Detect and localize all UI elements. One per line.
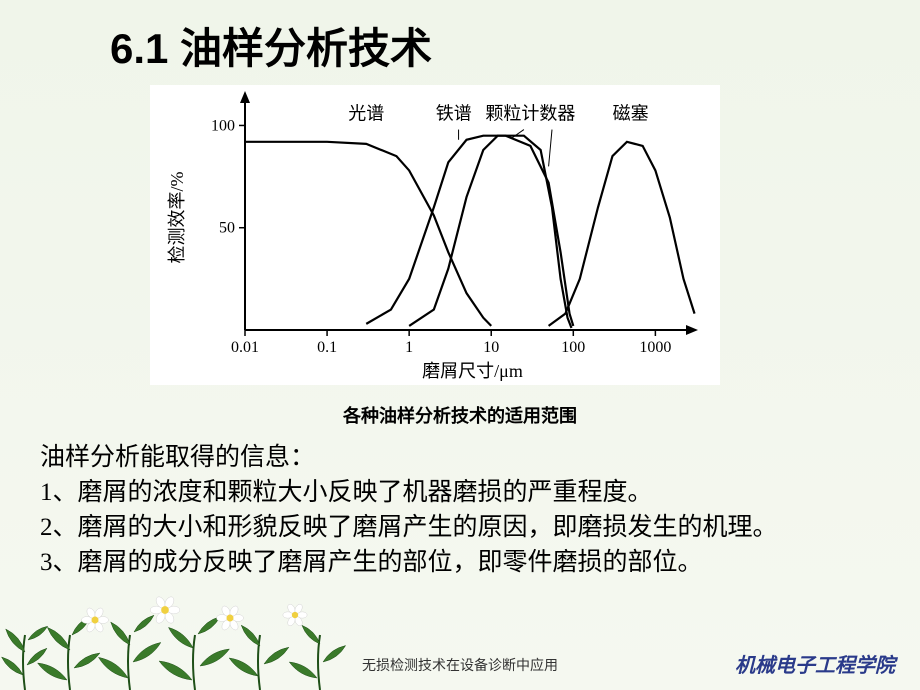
svg-text:颗粒计数器: 颗粒计数器 [485, 103, 575, 123]
svg-text:光谱: 光谱 [348, 103, 384, 123]
svg-text:铁谱: 铁谱 [436, 103, 472, 123]
point-2: 2、磨屑的大小和形貌反映了磨屑产生的原因，即磨损发生的机理。 [40, 510, 880, 545]
svg-text:100: 100 [211, 117, 235, 134]
svg-text:磨屑尺寸/μm: 磨屑尺寸/μm [422, 361, 523, 381]
svg-text:磁塞: 磁塞 [613, 103, 649, 123]
svg-text:0.01: 0.01 [231, 339, 259, 356]
efficiency-chart: 0.01 0.1 1 10 100 1000 50 100 磨屑尺寸/μm 检测效率/% 光谱 铁谱颗… [150, 85, 720, 385]
svg-text:10: 10 [483, 339, 499, 356]
footer-right: 机械电子工程学院 [735, 649, 895, 678]
svg-text:100: 100 [561, 339, 585, 356]
svg-text:0.1: 0.1 [317, 339, 337, 356]
svg-text:1000: 1000 [639, 339, 671, 356]
point-3: 3、磨屑的成分反映了磨屑产生的部位，即零件磨损的部位。 [40, 545, 880, 580]
body-text: 油样分析能取得的信息： 1、磨屑的浓度和颗粒大小反映了机器磨损的严重程度。 2、… [40, 440, 880, 580]
point-1: 1、磨屑的浓度和颗粒大小反映了机器磨损的严重程度。 [40, 475, 880, 510]
svg-text:50: 50 [219, 220, 235, 237]
svg-text:检测效率/%: 检测效率/% [167, 171, 187, 263]
svg-text:1: 1 [405, 339, 413, 356]
intro-line: 油样分析能取得的信息： [40, 440, 880, 475]
chart-caption: 各种油样分析技术的适用范围 [0, 402, 920, 428]
section-title: 6.1 油样分析技术 [110, 15, 432, 76]
